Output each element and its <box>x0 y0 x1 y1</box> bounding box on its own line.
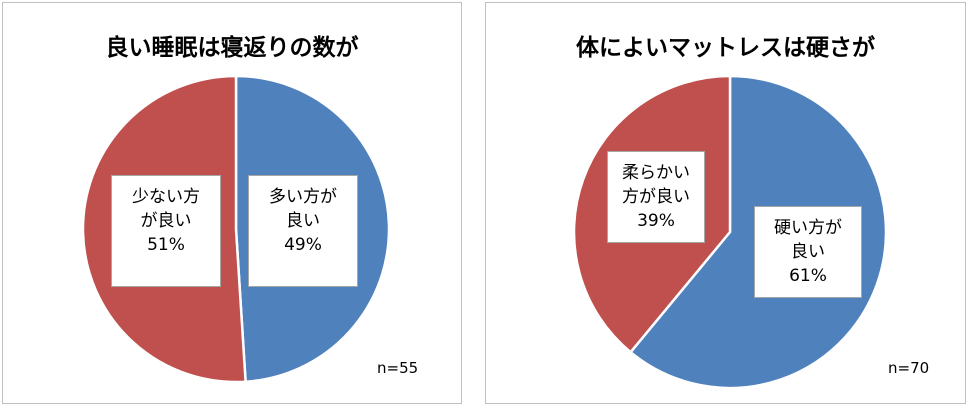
data-label-percent: 61% <box>789 266 827 286</box>
pie-chart <box>572 74 888 390</box>
data-label-line: 良い <box>791 242 825 262</box>
chart-panel-sleep: 良い睡眠は寝返りの数が 多い方が 良い 49% 少ない方 が良い 51% n=5… <box>2 2 462 404</box>
data-label-percent: 39% <box>637 211 675 231</box>
sample-size-note: n=55 <box>377 359 419 377</box>
data-label-soft: 柔らかい 方が良い 39% <box>607 151 705 243</box>
data-label-many: 多い方が 良い 49% <box>248 175 358 287</box>
data-label-percent: 51% <box>147 235 185 255</box>
chart-panel-mattress: 体によいマットレスは硬さが 硬い方が 良い 61% 柔らかい 方が良い 39% … <box>485 2 966 404</box>
data-label-line: 硬い方が <box>774 218 842 238</box>
data-label-firm: 硬い方が 良い 61% <box>754 206 862 298</box>
sample-size-note: n=70 <box>888 359 930 377</box>
data-label-line: 少ない方 <box>132 187 200 207</box>
data-label-percent: 49% <box>284 235 322 255</box>
chart-title: 良い睡眠は寝返りの数が <box>105 35 359 61</box>
pie-chart <box>81 74 391 384</box>
chart-title: 体によいマットレスは硬さが <box>576 35 875 61</box>
data-label-few: 少ない方 が良い 51% <box>111 175 221 287</box>
data-label-line: 柔らかい <box>622 163 690 183</box>
data-label-line: が良い <box>140 211 192 231</box>
data-label-line: 方が良い <box>622 187 690 207</box>
data-label-line: 多い方が <box>269 187 337 207</box>
data-label-line: 良い <box>286 211 320 231</box>
